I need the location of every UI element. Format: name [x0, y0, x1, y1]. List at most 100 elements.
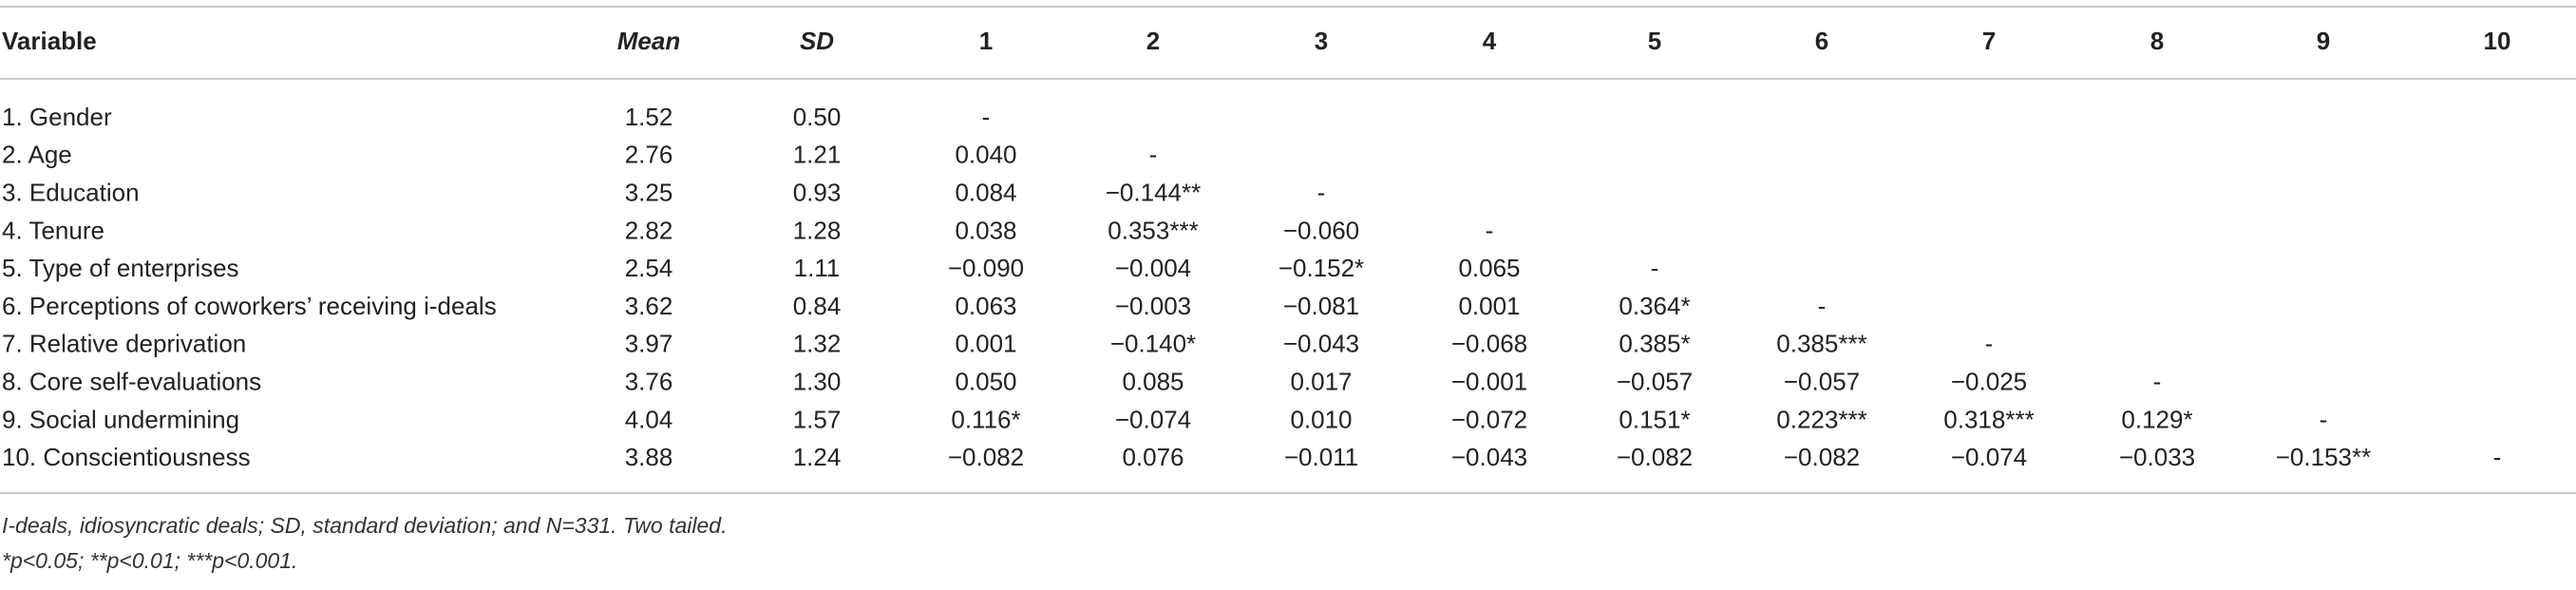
row-label: 10. Conscientiousness	[2, 443, 251, 471]
cell: -	[2320, 405, 2328, 433]
header-cell: SD	[800, 27, 834, 55]
cell: −0.057	[1617, 367, 1693, 395]
cell: −0.072	[1451, 405, 1527, 433]
cell: 1.30	[793, 367, 842, 395]
cell: -	[1818, 292, 1827, 320]
cell: −0.153**	[2276, 443, 2371, 471]
cell: −0.033	[2119, 443, 2195, 471]
cell: 0.084	[955, 178, 1016, 206]
cell: 1.21	[793, 141, 842, 169]
cell: 0.010	[1290, 405, 1352, 433]
header-cell: Variable	[2, 27, 97, 55]
cell: 0.040	[955, 141, 1016, 169]
cell: 2.54	[625, 254, 673, 282]
cell: 0.116*	[951, 405, 1020, 433]
header-cell: 6	[1815, 27, 1828, 55]
cell: 1.24	[793, 443, 842, 471]
cell: 0.017	[1290, 367, 1352, 395]
header-cell: 5	[1648, 27, 1661, 55]
row-label: 8. Core self-evaluations	[2, 367, 261, 395]
cell: 0.038	[955, 216, 1016, 244]
cell: -	[1149, 141, 1158, 169]
cell: −0.082	[948, 443, 1024, 471]
cell: 0.385***	[1776, 330, 1866, 358]
cell: 0.085	[1122, 367, 1184, 395]
cell: −0.140*	[1110, 330, 1196, 358]
cell: 0.364*	[1619, 292, 1690, 320]
cell: −0.144**	[1106, 178, 1201, 206]
cell: -	[2153, 367, 2162, 395]
row-label: 3. Education	[2, 178, 140, 206]
cell: -	[2493, 443, 2502, 471]
cell: 1.52	[625, 103, 673, 131]
header-cell: 3	[1315, 27, 1328, 55]
cell: -	[1486, 216, 1494, 244]
cell: 2.82	[625, 216, 673, 244]
cell: 0.385*	[1619, 330, 1690, 358]
cell: −0.152*	[1279, 254, 1364, 282]
row-label: 6. Perceptions of coworkers’ receiving i…	[2, 292, 497, 320]
cell: −0.068	[1451, 330, 1527, 358]
cell: −0.043	[1451, 443, 1527, 471]
cell: 0.223***	[1776, 405, 1866, 433]
cell: 0.076	[1122, 443, 1184, 471]
cell: 4.04	[625, 405, 673, 433]
cell: 0.050	[955, 367, 1016, 395]
header-cell: 1	[979, 27, 993, 55]
cell: −0.057	[1784, 367, 1860, 395]
cell: 0.001	[955, 330, 1016, 358]
cell: -	[1985, 330, 1994, 358]
row-label: 7. Relative deprivation	[2, 330, 246, 358]
cell: 0.151*	[1619, 405, 1690, 433]
cell: −0.082	[1784, 443, 1860, 471]
cell: 3.97	[625, 330, 673, 358]
cell: −0.074	[1951, 443, 2027, 471]
cell: 0.318***	[1943, 405, 2034, 433]
cell: 3.62	[625, 292, 673, 320]
cell: 0.353***	[1108, 216, 1198, 244]
cell: 0.93	[793, 178, 842, 206]
header-cell: 8	[2150, 27, 2164, 55]
cell: 0.129*	[2121, 405, 2192, 433]
cell: -	[982, 103, 991, 131]
header-cell: 10	[2484, 27, 2511, 55]
cell: −0.060	[1283, 216, 1359, 244]
cell: −0.025	[1951, 367, 2027, 395]
cell: 0.063	[955, 292, 1016, 320]
cell: 0.84	[793, 292, 842, 320]
cell: 1.28	[793, 216, 842, 244]
row-label: 5. Type of enterprises	[2, 254, 239, 282]
cell: −0.081	[1283, 292, 1359, 320]
header-cell: 2	[1146, 27, 1160, 55]
cell: 3.76	[625, 367, 673, 395]
header-cell: 9	[2317, 27, 2330, 55]
footnote: *p<0.05; **p<0.01; ***p<0.001.	[2, 548, 297, 573]
cell: 3.25	[625, 178, 673, 206]
cell: −0.082	[1617, 443, 1693, 471]
cell: 3.88	[625, 443, 673, 471]
row-label: 9. Social undermining	[2, 405, 239, 433]
cell: −0.004	[1115, 254, 1191, 282]
cell: 0.001	[1458, 292, 1520, 320]
footnote: I-deals, idiosyncratic deals; SD, standa…	[2, 513, 727, 538]
cell: −0.043	[1283, 330, 1359, 358]
cell: 0.065	[1458, 254, 1520, 282]
cell: 1.11	[794, 254, 841, 282]
cell: −0.090	[948, 254, 1024, 282]
header-cell: 7	[1982, 27, 1996, 55]
header-cell: Mean	[617, 27, 680, 55]
header-cell: 4	[1483, 27, 1497, 55]
cell: -	[1317, 178, 1326, 206]
cell: -	[1651, 254, 1659, 282]
cell: 0.50	[793, 103, 842, 131]
cell: −0.001	[1451, 367, 1527, 395]
cell: −0.011	[1284, 443, 1358, 471]
cell: 1.32	[793, 330, 842, 358]
cell: 1.57	[793, 405, 842, 433]
cell: −0.074	[1115, 405, 1191, 433]
row-label: 2. Age	[2, 141, 72, 169]
row-label: 1. Gender	[2, 103, 112, 131]
cell: 2.76	[625, 141, 673, 169]
cell: −0.003	[1115, 292, 1191, 320]
